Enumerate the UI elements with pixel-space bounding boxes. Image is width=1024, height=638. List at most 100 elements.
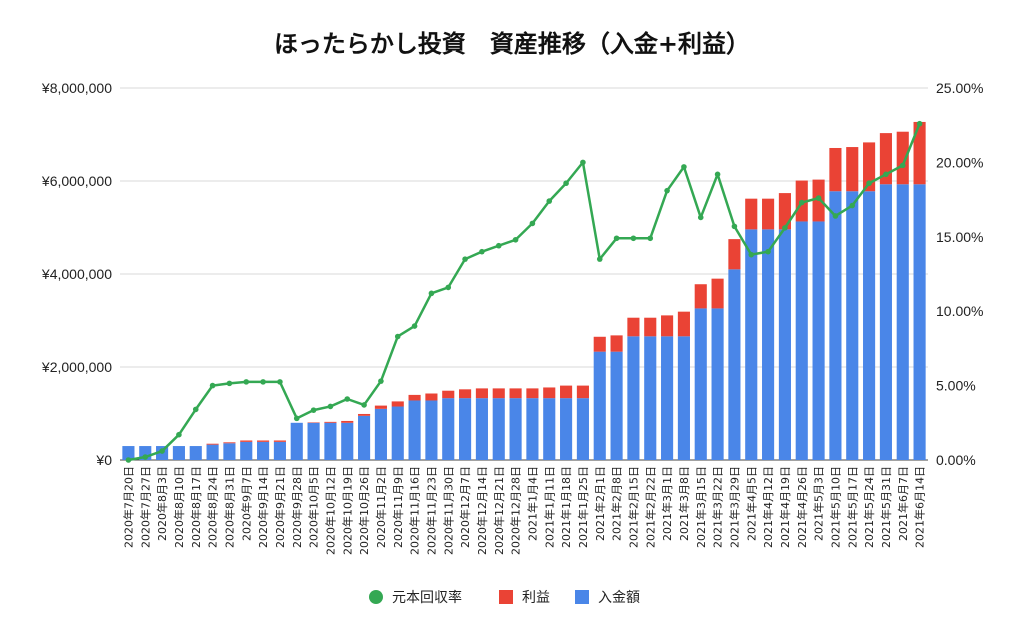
recovery-rate-point xyxy=(681,164,687,170)
x-tick-label: 2020年10月26日 xyxy=(357,466,371,555)
recovery-rate-point xyxy=(647,235,654,242)
x-tick-label: 2021年1月4日 xyxy=(525,466,539,541)
deposit-bar xyxy=(257,441,270,460)
x-tick-label: 2021年5月10日 xyxy=(828,466,842,548)
recovery-rate-point xyxy=(159,448,165,454)
x-tick-label: 2021年5月24日 xyxy=(862,466,876,548)
profit-bar xyxy=(442,390,455,399)
x-tick-label: 2021年3月22日 xyxy=(711,466,725,548)
x-tick-label: 2021年2月15日 xyxy=(626,466,640,548)
deposit-bar xyxy=(778,229,791,460)
legend: 元本回収率 利益 入金額 xyxy=(369,589,640,606)
profit-bar xyxy=(459,389,472,399)
recovery-rate-point xyxy=(445,284,452,291)
recovery-rate-point xyxy=(192,406,199,413)
deposit-bar xyxy=(560,398,573,460)
profit-bar xyxy=(560,385,573,399)
deposit-bar xyxy=(189,446,202,460)
recovery-rate-point xyxy=(495,242,502,249)
deposit-bar xyxy=(459,398,472,460)
x-tick-label: 2020年9月28日 xyxy=(290,466,304,548)
recovery-rate-point xyxy=(546,198,553,204)
profit-bar xyxy=(257,440,270,442)
legend-label-recovery-rate: 元本回収率 xyxy=(392,589,462,606)
recovery-rate-point xyxy=(731,223,738,230)
deposit-bar xyxy=(728,269,741,460)
recovery-rate-point xyxy=(815,195,822,201)
gridlines xyxy=(120,87,928,461)
recovery-rate-point xyxy=(849,202,856,209)
profit-bar xyxy=(677,311,690,337)
recovery-rate-point xyxy=(142,454,149,460)
profit-bar xyxy=(745,198,758,230)
left-tick-label: ¥8,000,000 xyxy=(41,80,112,96)
x-tick-label: 2020年7月27日 xyxy=(138,466,152,548)
x-tick-label: 2021年2月1日 xyxy=(593,466,607,541)
deposit-bar xyxy=(913,184,926,460)
profit-bar xyxy=(896,131,909,185)
deposit-bar xyxy=(122,446,135,460)
recovery-rate-point xyxy=(378,378,384,384)
profit-bar xyxy=(425,393,438,401)
right-tick-label: 20.00% xyxy=(936,154,983,170)
recovery-rate-point xyxy=(310,407,317,413)
deposit-bar xyxy=(307,422,320,460)
profit-bar xyxy=(644,317,657,337)
x-tick-label: 2021年4月19日 xyxy=(778,466,792,548)
recovery-rate-point xyxy=(479,248,485,255)
x-tick-label: 2020年11月9日 xyxy=(391,466,405,548)
right-tick-label: 10.00% xyxy=(936,303,983,319)
profit-bar xyxy=(913,121,926,185)
deposit-bar xyxy=(290,422,303,460)
deposit-bar xyxy=(324,422,337,460)
deposit-bar xyxy=(694,308,707,460)
x-tick-label: 2021年3月1日 xyxy=(660,466,674,541)
x-tick-label: 2020年8月17日 xyxy=(189,466,203,548)
right-tick-label: 5.00% xyxy=(936,378,976,394)
recovery-rate-point xyxy=(260,379,266,385)
deposit-bar xyxy=(795,221,808,460)
deposit-bar xyxy=(661,336,674,460)
right-tick-label: 25.00% xyxy=(936,80,983,96)
recovery-rate-point xyxy=(428,290,435,297)
recovery-rate-point xyxy=(782,225,788,231)
recovery-rate-point xyxy=(512,236,519,243)
deposit-bar xyxy=(627,336,640,460)
x-tick-label: 2021年1月11日 xyxy=(542,466,556,548)
right-tick-label: 0.00% xyxy=(936,452,976,468)
profit-bar xyxy=(526,388,539,399)
x-tick-label: 2020年11月23日 xyxy=(424,466,438,555)
profit-bar xyxy=(661,315,674,337)
deposit-bar xyxy=(576,398,589,460)
profit-bar xyxy=(391,401,404,407)
profit-bar xyxy=(694,284,707,309)
deposit-bar xyxy=(593,351,606,460)
x-tick-label: 2021年2月22日 xyxy=(643,466,657,548)
deposit-bar xyxy=(526,398,539,460)
recovery-rate-point xyxy=(361,402,367,408)
x-tick-label: 2020年9月21日 xyxy=(273,466,287,548)
deposit-bar xyxy=(863,191,876,461)
profit-bar xyxy=(576,385,589,399)
left-tick-label: ¥4,000,000 xyxy=(41,266,112,282)
profit-bar xyxy=(374,405,387,409)
profit-bar xyxy=(863,142,876,192)
profit-bar xyxy=(324,421,337,423)
left-tick-label: ¥0 xyxy=(95,452,112,468)
profit-bar xyxy=(273,440,286,442)
recovery-rate-point xyxy=(226,380,233,387)
right-axis: 0.00% 5.00% 10.00% 15.00% 20.00% 25.00% xyxy=(936,80,983,468)
x-tick-label: 2020年12月21日 xyxy=(492,466,506,555)
x-tick-label: 2021年1月25日 xyxy=(576,466,590,548)
x-tick-label: 2020年10月5日 xyxy=(307,466,321,548)
deposit-bar xyxy=(644,336,657,460)
deposit-bar xyxy=(492,398,505,460)
left-axis: ¥0 ¥2,000,000 ¥4,000,000 ¥6,000,000 ¥8,000,0… xyxy=(41,80,112,468)
x-tick-label: 2021年3月8日 xyxy=(677,466,691,541)
profit-bar xyxy=(610,335,623,352)
profit-bar xyxy=(492,388,505,399)
chart-title: ほったらかし投資 資産推移（入金+利益） xyxy=(274,30,750,58)
deposit-bar xyxy=(206,444,219,460)
profit-bar xyxy=(829,147,842,192)
